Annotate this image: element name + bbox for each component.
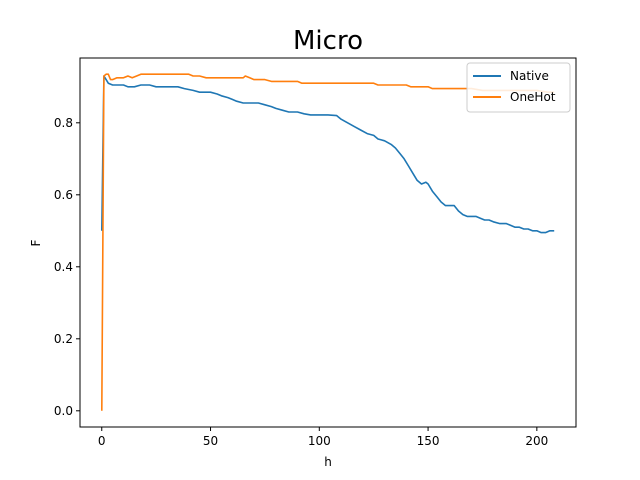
x-tick-label: 0 <box>98 434 106 448</box>
plot-frame <box>79 57 577 428</box>
y-tick-label: 0.6 <box>54 188 73 202</box>
plot-lines <box>101 73 555 411</box>
chart-title: Micro <box>293 26 363 56</box>
y-tick-label: 0.0 <box>54 404 73 418</box>
legend-label-native: Native <box>510 69 549 83</box>
y-tick-label: 0.2 <box>54 332 73 346</box>
y-tick-label: 0.8 <box>54 116 73 130</box>
series-line-onehot <box>101 73 555 411</box>
y-axis-label: F <box>29 239 43 246</box>
series-line-native <box>101 75 555 234</box>
legend-label-onehot: OneHot <box>510 90 556 104</box>
x-tick-label: 50 <box>203 434 218 448</box>
x-tick-label: 200 <box>525 434 548 448</box>
legend: Native OneHot <box>466 62 571 113</box>
y-tick-label: 0.4 <box>54 260 73 274</box>
x-tick-label: 100 <box>308 434 331 448</box>
x-axis-label: h <box>324 455 332 469</box>
x-axis: 0 50 100 150 200 <box>98 427 548 448</box>
x-tick-label: 150 <box>417 434 440 448</box>
y-axis: 0.0 0.2 0.4 0.6 0.8 <box>54 116 80 418</box>
